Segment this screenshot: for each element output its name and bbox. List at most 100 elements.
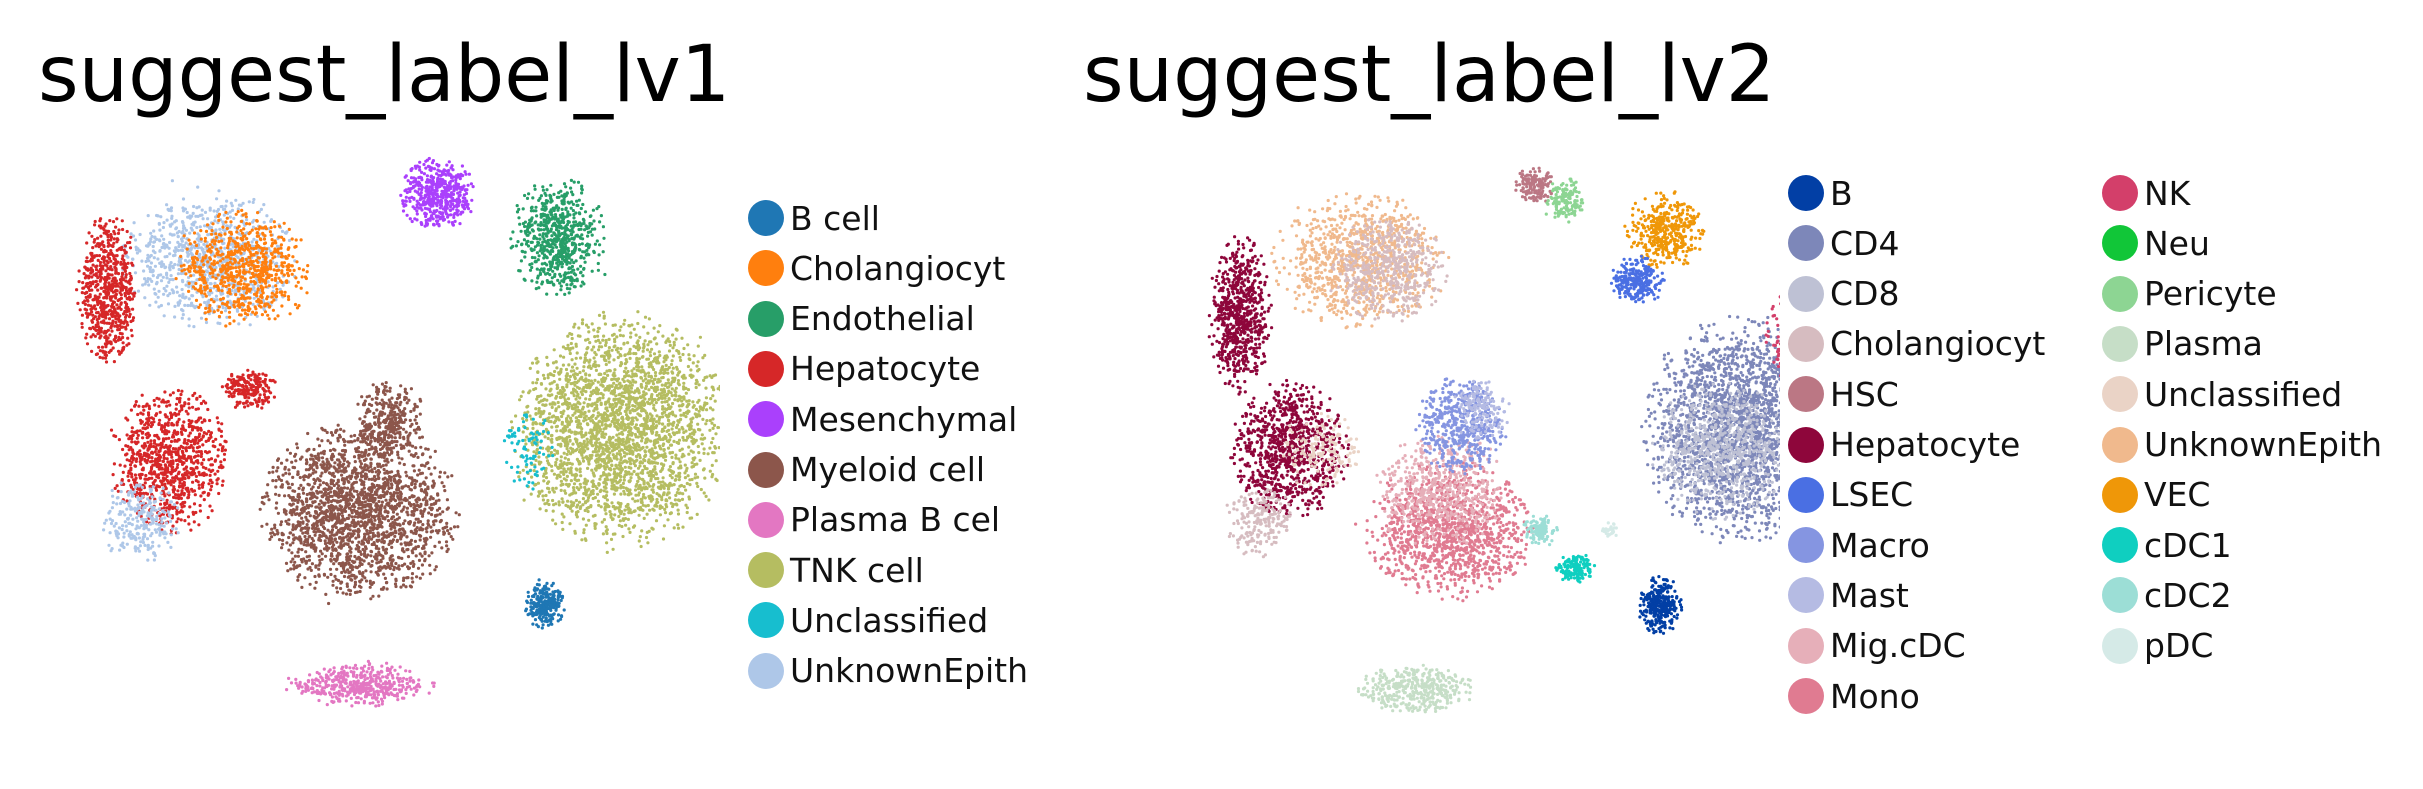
legend-marker [2102, 225, 2138, 262]
cluster-tnk-cell [508, 310, 720, 554]
legend-item-vec: VEC [2102, 475, 2210, 515]
legend-label: UnknownEpith [2144, 428, 2382, 461]
legend-label: Mig.cDC [1830, 629, 1966, 662]
legend-label: B cell [790, 202, 880, 235]
legend-marker [748, 501, 784, 538]
legend-marker [748, 200, 784, 236]
legend-item-cdc2: cDC2 [2102, 575, 2232, 615]
legend-marker [1788, 678, 1824, 714]
legend-label: Pericyte [2144, 277, 2277, 310]
legend-item-hepatocyte: Hepatocyte [1788, 425, 2020, 465]
legend-label: pDC [2144, 629, 2213, 662]
cluster-unknownepith [1270, 192, 1451, 330]
legend-item-mast: Mast [1788, 575, 1909, 615]
legend-marker [2102, 577, 2138, 614]
legend-item-hsc: HSC [1788, 374, 1899, 414]
legend-label: Mast [1830, 579, 1909, 612]
legend-item-plasma-b-cel: Plasma B cel [748, 500, 1000, 540]
legend-label: Hepatocyte [1830, 428, 2020, 461]
legend-item-cdc1: cDC1 [2102, 525, 2232, 565]
legend-label: NK [2144, 177, 2190, 210]
legend-item-cholangiocyt: Cholangiocyt [748, 248, 1005, 288]
cluster-pericyte [1544, 177, 1585, 224]
cluster-mesenchymal [399, 156, 475, 228]
cluster-cd8 [1650, 381, 1780, 521]
legend-label: cDC1 [2144, 529, 2232, 562]
legend-label: Plasma B cel [790, 503, 1000, 536]
cluster-hepatocyte [109, 388, 228, 536]
legend-item-pericyte: Pericyte [2102, 274, 2277, 314]
legend-marker [2102, 426, 2138, 463]
scatter-plot [1207, 166, 1780, 714]
cluster-nk [1764, 294, 1780, 378]
cluster-hepatocyte [75, 217, 137, 364]
cluster-hsc [1514, 166, 1553, 203]
cluster-cholangiocyt [1329, 218, 1449, 323]
legend-marker [2102, 476, 2138, 513]
legend-label: Unclassified [790, 604, 988, 637]
legend-marker [1788, 476, 1824, 513]
legend-label: cDC2 [2144, 579, 2232, 612]
legend-label: Cholangiocyt [1830, 327, 2045, 360]
cluster-mast [1453, 379, 1511, 440]
legend-marker [1788, 275, 1824, 312]
cluster-plasma-b-cel [285, 659, 436, 708]
legend-item-mono: Mono [1788, 676, 1920, 716]
legend-item-neu: Neu [2102, 223, 2210, 263]
cluster-unclassified [502, 413, 555, 491]
legend-label: VEC [2144, 478, 2210, 511]
legend-label: CD8 [1830, 277, 1899, 310]
cluster-endothelial [509, 178, 607, 296]
legend-marker [2102, 627, 2138, 664]
cluster-cdc2 [1522, 514, 1559, 547]
umap-panel-lv2: suggest_label_lv2 B CD4 CD8 Cholangiocyt HSC… [1060, 0, 2423, 789]
legend-item-unclassified: Unclassified [2102, 374, 2342, 414]
legend-marker [748, 250, 784, 287]
legend-item-b: B [1788, 173, 1853, 213]
legend-label: Neu [2144, 227, 2210, 260]
legend-label: B [1830, 177, 1853, 210]
legend-item-myeloid-cell: Myeloid cell [748, 450, 985, 490]
legend-item-unknownepith: UnknownEpith [748, 651, 1028, 691]
legend-item-pdc: pDC [2102, 626, 2213, 666]
cluster-pdc [1600, 521, 1618, 538]
legend-label: Plasma [2144, 327, 2263, 360]
cluster-unknownepith [102, 481, 180, 562]
legend-marker [2102, 275, 2138, 312]
scatter-plot [75, 156, 720, 708]
legend-item-plasma: Plasma [2102, 324, 2263, 364]
legend-label: Cholangiocyt [790, 252, 1005, 285]
legend-label: LSEC [1830, 478, 1913, 511]
legend-item-unclassified: Unclassified [748, 600, 988, 640]
legend-marker [2102, 376, 2138, 413]
legend-marker [748, 451, 784, 488]
legend-marker [2102, 527, 2138, 564]
cluster-unclassified [1282, 412, 1360, 487]
legend-marker [1788, 175, 1824, 211]
cluster-cholangiocyt [174, 208, 310, 328]
legend-item-mig-cdc: Mig.cDC [1788, 626, 1966, 666]
cluster-myeloid-cell [258, 420, 461, 606]
legend-label: Mono [1830, 680, 1920, 713]
cluster-b [1638, 575, 1684, 635]
umap-panel-lv1: suggest_label_lv1 B cell Cholangiocyt Endo… [0, 0, 1080, 789]
legend-item-lsec: LSEC [1788, 475, 1913, 515]
legend-label: HSC [1830, 378, 1899, 411]
legend-marker [1788, 426, 1824, 463]
cluster-hepatocyte [220, 368, 277, 410]
legend-item-tnk-cell: TNK cell [748, 550, 924, 590]
legend-marker [2102, 175, 2138, 211]
legend-item-b-cell: B cell [748, 198, 880, 238]
chart-title: suggest_label_lv2 [1083, 36, 1775, 114]
legend-label: TNK cell [790, 554, 924, 587]
legend-marker [748, 401, 784, 438]
legend-label: Unclassified [2144, 378, 2342, 411]
cluster-hepatocyte [1207, 235, 1274, 396]
legend-marker [1788, 627, 1824, 664]
legend-marker [748, 350, 784, 387]
legend-item-macro: Macro [1788, 525, 1930, 565]
cluster-lsec [1609, 254, 1666, 304]
legend-label: Myeloid cell [790, 453, 985, 486]
legend-marker [1788, 577, 1824, 614]
cluster-cd4 [1640, 314, 1780, 545]
